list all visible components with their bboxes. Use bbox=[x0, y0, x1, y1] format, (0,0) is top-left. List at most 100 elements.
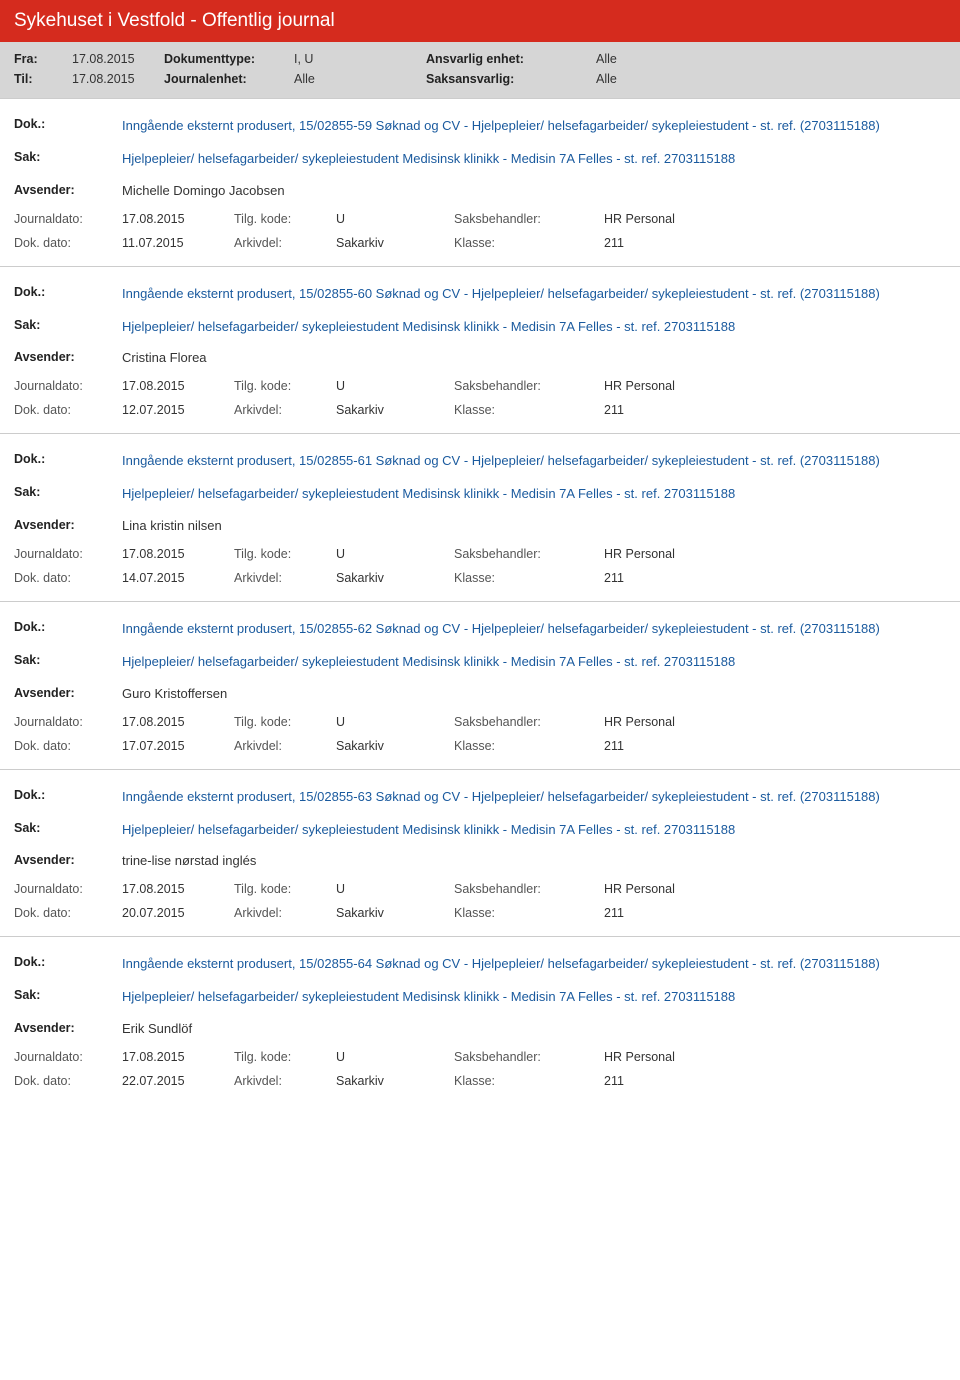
sak-text: Hjelpepleier/ helsefagarbeider/ sykeplei… bbox=[122, 821, 735, 840]
sak-text: Hjelpepleier/ helsefagarbeider/ sykeplei… bbox=[122, 988, 735, 1007]
avsender-row: Avsender: Erik Sundlöf bbox=[14, 1021, 946, 1036]
avsender-row: Avsender: Lina kristin nilsen bbox=[14, 518, 946, 533]
fra-value: 17.08.2015 bbox=[72, 52, 164, 66]
meta-row-2: Dok. dato: 12.07.2015 Arkivdel: Sakarkiv… bbox=[14, 403, 946, 417]
meta-row-2: Dok. dato: 11.07.2015 Arkivdel: Sakarkiv… bbox=[14, 236, 946, 250]
til-value: 17.08.2015 bbox=[72, 72, 164, 86]
dokdato-label: Dok. dato: bbox=[14, 739, 122, 753]
avsender-label: Avsender: bbox=[14, 350, 122, 365]
avsender-text: Michelle Domingo Jacobsen bbox=[122, 183, 285, 198]
tilgkode-label: Tilg. kode: bbox=[234, 547, 336, 561]
journal-entry: Dok.: Inngående eksternt produsert, 15/0… bbox=[0, 266, 960, 434]
journal-entry: Dok.: Inngående eksternt produsert, 15/0… bbox=[0, 433, 960, 601]
dokdato-label: Dok. dato: bbox=[14, 1074, 122, 1088]
arkivdel-label: Arkivdel: bbox=[234, 403, 336, 417]
dok-label: Dok.: bbox=[14, 955, 122, 974]
saksbehandler-value: HR Personal bbox=[604, 547, 675, 561]
journalenhet-label: Journalenhet: bbox=[164, 72, 294, 86]
saksansvarlig-label: Saksansvarlig: bbox=[426, 72, 596, 86]
klasse-value: 211 bbox=[604, 906, 624, 920]
avsender-label: Avsender: bbox=[14, 853, 122, 868]
sak-label: Sak: bbox=[14, 318, 122, 337]
arkivdel-value: Sakarkiv bbox=[336, 739, 454, 753]
dok-text: Inngående eksternt produsert, 15/02855-6… bbox=[122, 452, 880, 471]
dok-text: Inngående eksternt produsert, 15/02855-6… bbox=[122, 788, 880, 807]
dok-row: Dok.: Inngående eksternt produsert, 15/0… bbox=[14, 117, 946, 136]
dokdato-label: Dok. dato: bbox=[14, 403, 122, 417]
entries-container: Dok.: Inngående eksternt produsert, 15/0… bbox=[0, 98, 960, 1104]
dokdato-value: 11.07.2015 bbox=[122, 236, 234, 250]
journaldato-label: Journaldato: bbox=[14, 379, 122, 393]
dokdato-value: 20.07.2015 bbox=[122, 906, 234, 920]
meta-row-1: Journaldato: 17.08.2015 Tilg. kode: U Sa… bbox=[14, 1050, 946, 1064]
dokdato-label: Dok. dato: bbox=[14, 236, 122, 250]
sak-row: Sak: Hjelpepleier/ helsefagarbeider/ syk… bbox=[14, 150, 946, 169]
tilgkode-label: Tilg. kode: bbox=[234, 715, 336, 729]
sak-label: Sak: bbox=[14, 988, 122, 1007]
journaldato-label: Journaldato: bbox=[14, 547, 122, 561]
dok-label: Dok.: bbox=[14, 285, 122, 304]
dok-text: Inngående eksternt produsert, 15/02855-6… bbox=[122, 620, 880, 639]
sak-row: Sak: Hjelpepleier/ helsefagarbeider/ syk… bbox=[14, 988, 946, 1007]
saksbehandler-value: HR Personal bbox=[604, 715, 675, 729]
klasse-value: 211 bbox=[604, 236, 624, 250]
avsender-label: Avsender: bbox=[14, 1021, 122, 1036]
journaldato-value: 17.08.2015 bbox=[122, 715, 234, 729]
klasse-value: 211 bbox=[604, 1074, 624, 1088]
arkivdel-label: Arkivdel: bbox=[234, 571, 336, 585]
klasse-label: Klasse: bbox=[454, 236, 604, 250]
dok-row: Dok.: Inngående eksternt produsert, 15/0… bbox=[14, 955, 946, 974]
klasse-label: Klasse: bbox=[454, 403, 604, 417]
arkivdel-value: Sakarkiv bbox=[336, 236, 454, 250]
dok-text: Inngående eksternt produsert, 15/02855-6… bbox=[122, 285, 880, 304]
saksbehandler-label: Saksbehandler: bbox=[454, 547, 604, 561]
avsender-label: Avsender: bbox=[14, 518, 122, 533]
avsender-row: Avsender: Michelle Domingo Jacobsen bbox=[14, 183, 946, 198]
til-label: Til: bbox=[14, 72, 72, 86]
journaldato-value: 17.08.2015 bbox=[122, 379, 234, 393]
arkivdel-value: Sakarkiv bbox=[336, 403, 454, 417]
dok-label: Dok.: bbox=[14, 452, 122, 471]
tilgkode-value: U bbox=[336, 1050, 454, 1064]
dokdato-value: 22.07.2015 bbox=[122, 1074, 234, 1088]
journaldato-value: 17.08.2015 bbox=[122, 212, 234, 226]
saksbehandler-label: Saksbehandler: bbox=[454, 1050, 604, 1064]
saksbehandler-value: HR Personal bbox=[604, 379, 675, 393]
sak-label: Sak: bbox=[14, 150, 122, 169]
avsender-text: Lina kristin nilsen bbox=[122, 518, 222, 533]
arkivdel-label: Arkivdel: bbox=[234, 236, 336, 250]
sak-text: Hjelpepleier/ helsefagarbeider/ sykeplei… bbox=[122, 318, 735, 337]
dok-label: Dok.: bbox=[14, 788, 122, 807]
saksbehandler-label: Saksbehandler: bbox=[454, 882, 604, 896]
dokumenttype-label: Dokumenttype: bbox=[164, 52, 294, 66]
meta-row-2: Dok. dato: 20.07.2015 Arkivdel: Sakarkiv… bbox=[14, 906, 946, 920]
sak-row: Sak: Hjelpepleier/ helsefagarbeider/ syk… bbox=[14, 821, 946, 840]
arkivdel-value: Sakarkiv bbox=[336, 571, 454, 585]
avsender-label: Avsender: bbox=[14, 686, 122, 701]
avsender-text: Erik Sundlöf bbox=[122, 1021, 192, 1036]
tilgkode-label: Tilg. kode: bbox=[234, 212, 336, 226]
sak-text: Hjelpepleier/ helsefagarbeider/ sykeplei… bbox=[122, 485, 735, 504]
dok-label: Dok.: bbox=[14, 117, 122, 136]
meta-row-2: Dok. dato: 17.07.2015 Arkivdel: Sakarkiv… bbox=[14, 739, 946, 753]
journal-entry: Dok.: Inngående eksternt produsert, 15/0… bbox=[0, 936, 960, 1104]
klasse-label: Klasse: bbox=[454, 906, 604, 920]
avsender-row: Avsender: Cristina Florea bbox=[14, 350, 946, 365]
journalenhet-value: Alle bbox=[294, 72, 426, 86]
journaldato-label: Journaldato: bbox=[14, 715, 122, 729]
klasse-value: 211 bbox=[604, 403, 624, 417]
saksbehandler-value: HR Personal bbox=[604, 882, 675, 896]
dokumenttype-value: I, U bbox=[294, 52, 426, 66]
saksbehandler-label: Saksbehandler: bbox=[454, 379, 604, 393]
arkivdel-label: Arkivdel: bbox=[234, 1074, 336, 1088]
saksbehandler-value: HR Personal bbox=[604, 1050, 675, 1064]
dok-row: Dok.: Inngående eksternt produsert, 15/0… bbox=[14, 452, 946, 471]
dokdato-value: 17.07.2015 bbox=[122, 739, 234, 753]
arkivdel-label: Arkivdel: bbox=[234, 906, 336, 920]
meta-row-1: Journaldato: 17.08.2015 Tilg. kode: U Sa… bbox=[14, 715, 946, 729]
arkivdel-value: Sakarkiv bbox=[336, 906, 454, 920]
dok-text: Inngående eksternt produsert, 15/02855-5… bbox=[122, 117, 880, 136]
journaldato-label: Journaldato: bbox=[14, 212, 122, 226]
meta-row-1: Journaldato: 17.08.2015 Tilg. kode: U Sa… bbox=[14, 212, 946, 226]
klasse-value: 211 bbox=[604, 571, 624, 585]
